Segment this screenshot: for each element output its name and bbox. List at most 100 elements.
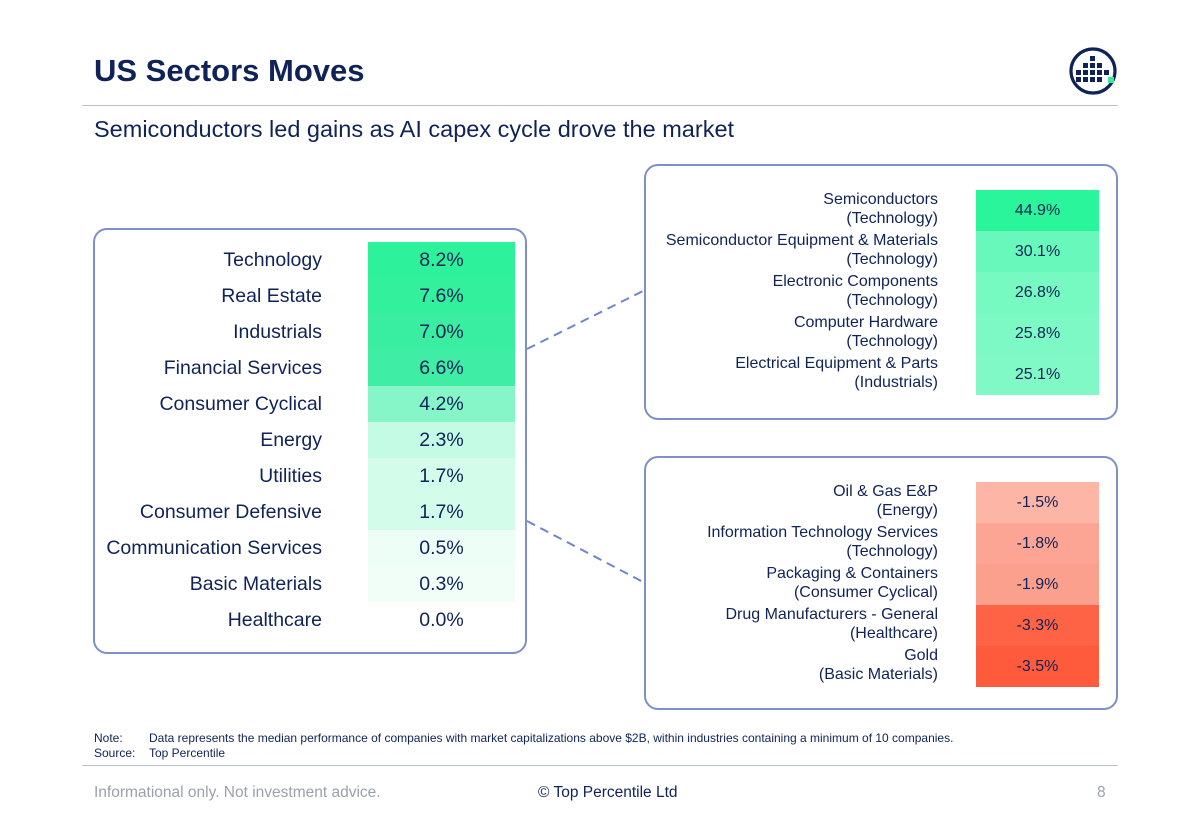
industry-label: Semiconductor Equipment & Materials (Tech… <box>666 232 938 269</box>
industry-row: Information Technology Services (Technolo… <box>646 523 1116 564</box>
industry-value-cell: 25.1% <box>976 354 1099 395</box>
industry-row: Gold (Basic Materials) -3.5% <box>646 646 1116 687</box>
industry-name: Oil & Gas E&P <box>833 483 938 500</box>
sector-label: Communication Services <box>106 537 322 559</box>
industry-name: Electronic Components <box>772 273 938 290</box>
sector-value-cell: 4.2% <box>368 386 515 422</box>
industry-label: Electronic Components (Technology) <box>773 273 938 310</box>
industry-value-cell: 44.9% <box>976 190 1099 231</box>
industry-row: Packaging & Containers (Consumer Cyclical… <box>646 564 1116 605</box>
sector-value-cell: 7.6% <box>368 278 515 314</box>
note-line: Note: Data represents the median performa… <box>94 731 953 746</box>
footnote: Note: Data represents the median performa… <box>94 731 953 761</box>
sector-performance-table: Technology 8.2% Real Estate 7.6% Industrials… <box>93 228 527 654</box>
sector-row: Consumer Defensive 1.7% <box>95 494 525 530</box>
disclaimer: Informational only. Not investment advic… <box>94 784 381 801</box>
top-industries-table: Semiconductors (Technology) 44.9% Semicondu… <box>644 164 1118 420</box>
industry-name: Semiconductor Equipment & Materials <box>665 232 938 249</box>
industry-value-cell: 26.8% <box>976 272 1099 313</box>
industry-label: Drug Manufacturers - General (Healthcare) <box>725 606 938 643</box>
industry-sector: (Basic Materials) <box>818 665 938 683</box>
sector-label: Utilities <box>259 465 322 487</box>
industry-sector: (Technology) <box>846 209 938 227</box>
industry-row: Drug Manufacturers - General (Healthcare)… <box>646 605 1116 646</box>
sector-row: Consumer Cyclical 4.2% <box>95 386 525 422</box>
sector-row: Utilities 1.7% <box>95 458 525 494</box>
page-subtitle: Semiconductors led gains as AI capex cyc… <box>94 116 735 142</box>
industry-sector: (Consumer Cyclical) <box>793 583 938 601</box>
page-number: 8 <box>1097 784 1106 801</box>
sector-label: Financial Services <box>163 357 322 379</box>
industry-name: Gold <box>904 647 938 664</box>
industry-name: Electrical Equipment & Parts <box>735 355 938 372</box>
industry-sector: (Technology) <box>846 332 938 350</box>
sector-row: Basic Materials 0.3% <box>95 566 525 602</box>
sector-label: Industrials <box>233 321 322 343</box>
industry-row: Electronic Components (Technology) 26.8% <box>646 272 1116 313</box>
industry-value-cell: -3.3% <box>976 605 1099 646</box>
sector-row: Real Estate 7.6% <box>95 278 525 314</box>
note-text: Data represents the median performance o… <box>149 731 954 745</box>
sector-row: Technology 8.2% <box>95 242 525 278</box>
header-divider <box>82 105 1118 106</box>
sector-value-cell: 0.3% <box>368 566 515 602</box>
sector-value-cell: 0.0% <box>368 602 515 638</box>
sector-value-cell: 7.0% <box>368 314 515 350</box>
sector-value-cell: 1.7% <box>368 494 515 530</box>
industry-label: Gold (Basic Materials) <box>819 647 938 684</box>
industry-label: Semiconductors (Technology) <box>823 191 938 228</box>
sector-row: Healthcare 0.0% <box>95 602 525 638</box>
sector-value-cell: 1.7% <box>368 458 515 494</box>
industry-value-cell: 30.1% <box>976 231 1099 272</box>
industry-row: Semiconductor Equipment & Materials (Tech… <box>646 231 1116 272</box>
industry-name: Semiconductors <box>823 191 938 208</box>
industry-name: Packaging & Containers <box>766 565 938 582</box>
sector-row: Energy 2.3% <box>95 422 525 458</box>
industry-value-cell: 25.8% <box>976 313 1099 354</box>
sector-value-cell: 0.5% <box>368 530 515 566</box>
page-title: US Sectors Moves <box>94 53 365 88</box>
industry-row: Electrical Equipment & Parts (Industrials… <box>646 354 1116 395</box>
footer-divider <box>82 765 1118 766</box>
industry-sector: (Technology) <box>846 542 938 560</box>
bottom-industries-table: Oil & Gas E&P (Energy) -1.5% Information Te… <box>644 456 1118 710</box>
industry-name: Computer Hardware <box>793 314 938 331</box>
source-line: Source: Top Percentile <box>94 746 953 761</box>
source-text: Top Percentile <box>149 746 226 760</box>
industry-row: Semiconductors (Technology) 44.9% <box>646 190 1116 231</box>
industry-row: Computer Hardware (Technology) 25.8% <box>646 313 1116 354</box>
sector-label: Real Estate <box>221 285 322 307</box>
copyright: © Top Percentile Ltd <box>538 784 678 801</box>
industry-name: Drug Manufacturers - General <box>725 606 938 623</box>
sector-label: Healthcare <box>227 609 322 631</box>
sector-label: Basic Materials <box>189 573 322 595</box>
sector-row: Financial Services 6.6% <box>95 350 525 386</box>
industry-sector: (Technology) <box>846 250 938 268</box>
note-key: Note: <box>94 731 123 745</box>
sector-label: Technology <box>223 249 322 271</box>
industry-label: Computer Hardware (Technology) <box>794 314 938 351</box>
source-key: Source: <box>94 746 136 760</box>
industry-name: Information Technology Services <box>707 524 938 541</box>
industry-value-cell: -1.8% <box>976 523 1099 564</box>
sector-value-cell: 2.3% <box>368 422 515 458</box>
industry-label: Oil & Gas E&P (Energy) <box>833 483 938 520</box>
industry-label: Information Technology Services (Technolo… <box>707 524 938 561</box>
sector-value-cell: 6.6% <box>368 350 515 386</box>
industry-sector: (Technology) <box>846 291 938 309</box>
top-percentile-logo-icon <box>1069 47 1117 95</box>
sector-row: Communication Services 0.5% <box>95 530 525 566</box>
sector-value-cell: 8.2% <box>368 242 515 278</box>
industry-value-cell: -1.5% <box>976 482 1099 523</box>
industry-label: Electrical Equipment & Parts (Industrials… <box>735 355 938 392</box>
industry-row: Oil & Gas E&P (Energy) -1.5% <box>646 482 1116 523</box>
connector-bottom <box>526 520 646 584</box>
connector-top <box>526 289 646 350</box>
industry-label: Packaging & Containers (Consumer Cyclical… <box>766 565 938 602</box>
sector-row: Industrials 7.0% <box>95 314 525 350</box>
industry-sector: (Energy) <box>876 501 938 519</box>
industry-value-cell: -3.5% <box>976 646 1099 687</box>
industry-sector: (Industrials) <box>854 373 938 391</box>
sector-label: Energy <box>260 429 322 451</box>
industry-sector: (Healthcare) <box>849 624 938 642</box>
